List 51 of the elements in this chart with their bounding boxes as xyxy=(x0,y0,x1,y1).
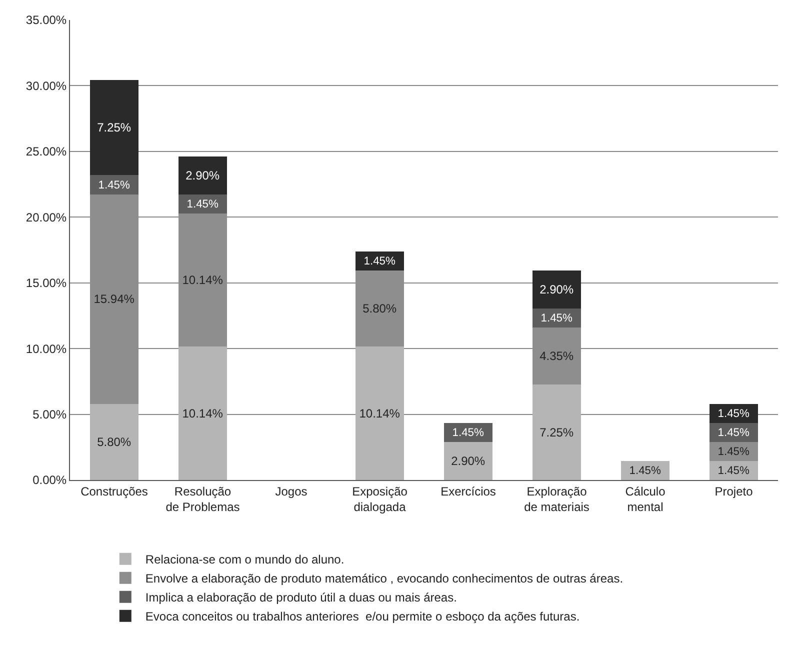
data-label: 1.45% xyxy=(718,427,750,440)
y-tick-label: 10.00% xyxy=(26,342,67,356)
data-label: 15.94% xyxy=(94,292,135,306)
data-label: 1.45% xyxy=(718,465,750,478)
data-label: 1.45% xyxy=(364,256,396,268)
bar xyxy=(444,442,493,480)
y-tick-label: 20.00% xyxy=(26,210,67,224)
y-tick-label: 35.00% xyxy=(26,13,67,28)
bar xyxy=(90,80,139,176)
x-tick-label: Exercícios xyxy=(440,484,496,498)
bar xyxy=(532,270,582,308)
data-label: 2.90% xyxy=(540,282,574,296)
bar xyxy=(178,156,228,194)
x-tick-label: Exposição dialogada xyxy=(352,484,408,514)
x-tick-label: Jogos xyxy=(275,484,308,498)
data-label: 1.45% xyxy=(540,312,572,325)
bar xyxy=(355,346,404,480)
data-label: 2.90% xyxy=(451,454,486,468)
data-label: 5.80% xyxy=(97,434,132,449)
y-tick-label: 5.00% xyxy=(32,407,67,422)
x-tick-label: Exploração de materiais xyxy=(524,484,590,514)
x-tick-label: Projeto xyxy=(714,484,754,498)
bar xyxy=(532,384,582,480)
data-label: 2.90% xyxy=(186,168,220,182)
x-tick-label: Cálculo mental xyxy=(625,484,666,514)
data-label: 10.14% xyxy=(359,406,400,420)
y-tick-label: 0.00% xyxy=(32,473,67,488)
data-label: 1.45% xyxy=(186,198,218,211)
data-label: 5.80% xyxy=(362,302,397,316)
data-label: 1.45% xyxy=(718,446,750,458)
y-tick-label: 30.00% xyxy=(26,78,67,93)
bar xyxy=(90,404,139,480)
x-tick-label: Resolução de Problemas xyxy=(166,484,240,514)
data-label: 7.25% xyxy=(540,425,574,440)
legend-label: Relaciona-se com o mundo do aluno. xyxy=(145,552,344,567)
legend-label: Evoca conceitos ou trabalhos anteriores e/ou permite o esboço da ações futuras. xyxy=(145,610,580,624)
data-label: 1.45% xyxy=(718,408,750,420)
data-label: 1.45% xyxy=(629,465,662,478)
legend-label: Implica a elaboração de produto útil a duas ou mais áreas. xyxy=(145,590,457,605)
data-label: 10.14% xyxy=(182,273,224,288)
data-label: 1.45% xyxy=(452,427,484,440)
bar xyxy=(178,346,228,480)
data-label: 4.35% xyxy=(540,349,574,364)
data-label: 7.25% xyxy=(97,120,132,135)
bar xyxy=(90,175,139,194)
x-tick-label: Construções xyxy=(80,484,148,498)
y-tick-label: 25.00% xyxy=(26,144,67,159)
data-label: 1.45% xyxy=(98,179,130,192)
legend-label: Envolve a elaboração de produto matemático , evocando conhecimentos de outras áreas. xyxy=(145,572,624,586)
y-tick-label: 15.00% xyxy=(26,276,67,290)
data-label: 10.14% xyxy=(182,406,224,420)
